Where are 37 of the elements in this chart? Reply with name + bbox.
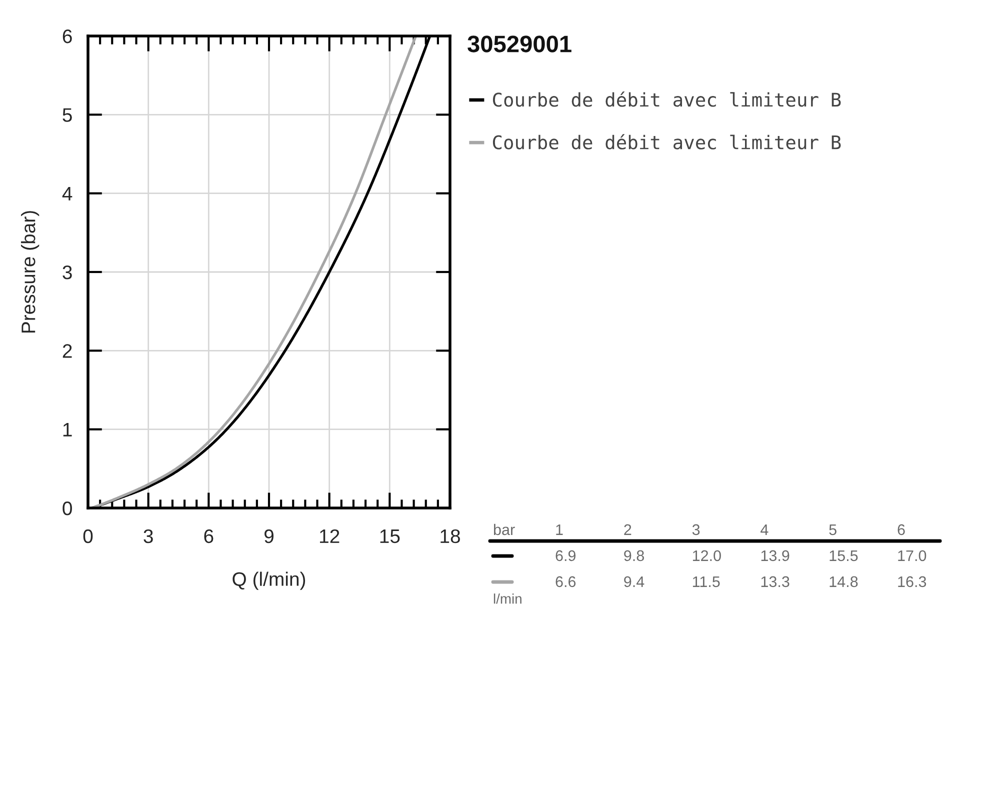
text: l/min [494, 594, 522, 604]
text: bar [494, 524, 515, 536]
y-tick-label: 2 [62, 344, 72, 358]
y-tick-label: 0 [62, 501, 72, 516]
text: 17.0 [898, 550, 926, 562]
legend-label: Courbe de débit avec limiteur B [492, 134, 841, 150]
text: 11.5 [692, 576, 720, 588]
y-tick-label: 4 [62, 187, 72, 200]
x-tick-label: 12 [320, 529, 340, 543]
text: 9.4 [624, 576, 644, 588]
text: 4 [760, 524, 768, 535]
x-tick-label: 15 [380, 530, 400, 544]
legend-label: Courbe de débit avec limiteur B [492, 92, 841, 107]
text: 2 [624, 524, 632, 535]
y-tick-label: 6 [62, 29, 72, 44]
text: 9.8 [624, 550, 644, 562]
text: 6.6 [556, 576, 576, 588]
x-tick-label: 3 [144, 529, 153, 544]
text: 16.3 [898, 576, 926, 588]
x-tick-label: 9 [264, 529, 274, 544]
text: 13.3 [761, 576, 790, 588]
text: 5 [829, 524, 836, 536]
text: 13.9 [761, 550, 790, 562]
x-axis-title: Q (l/min) [232, 572, 306, 590]
text: 14.8 [830, 576, 858, 588]
text: 12.0 [692, 550, 721, 562]
text: 15.5 [830, 550, 858, 562]
text: 30529001 [468, 36, 572, 52]
text: 1 [556, 524, 563, 535]
y-tick-label: 1 [63, 423, 72, 436]
x-tick-label: 0 [83, 529, 93, 544]
y-tick-label: 5 [62, 108, 72, 122]
y-tick-label: 3 [62, 265, 72, 280]
y-axis-title: Pressure (bar) [21, 211, 40, 333]
x-tick-label: 6 [204, 529, 214, 544]
text: 6.9 [556, 550, 576, 562]
x-tick-label: 18 [440, 529, 460, 544]
